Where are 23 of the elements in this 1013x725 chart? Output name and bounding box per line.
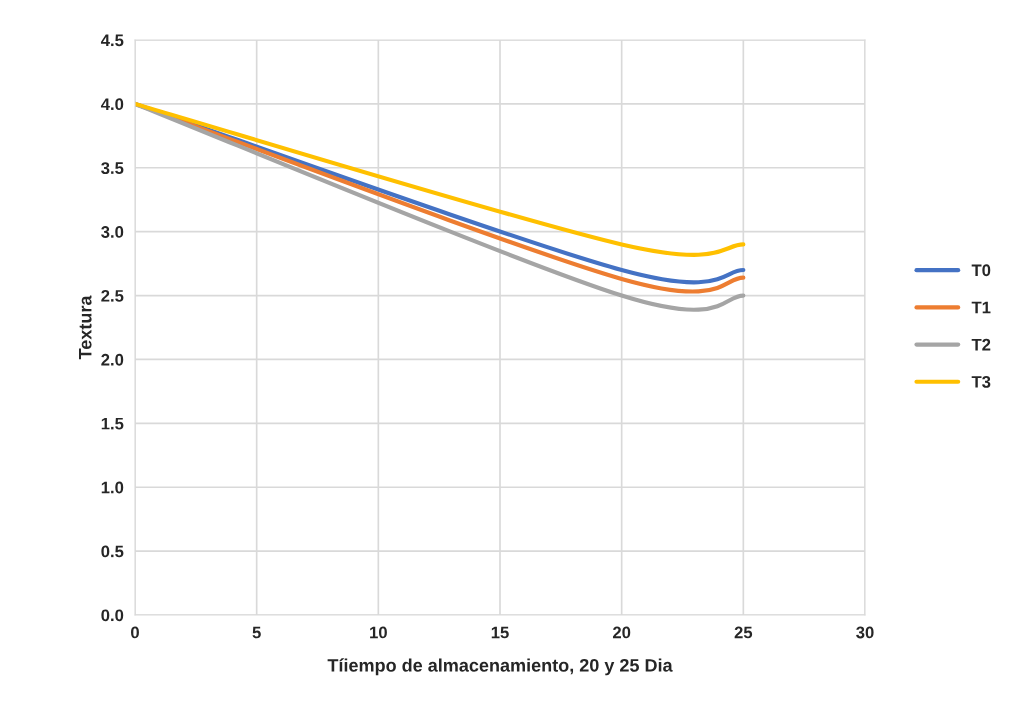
x-tick-label: 15 <box>491 626 509 639</box>
x-tick-label: 20 <box>612 626 631 639</box>
y-tick-label: 0.0 <box>101 609 124 622</box>
legend-label: T1 <box>971 301 991 314</box>
legend-label: T2 <box>971 338 991 351</box>
y-tick-label: 3.5 <box>101 162 124 174</box>
legend-label: T0 <box>971 264 991 277</box>
x-tick-label: 5 <box>252 626 261 639</box>
x-axis-title: Tíiempo de almacenamiento, 20 y 25 Dia <box>327 658 673 676</box>
y-tick-label: 1.0 <box>101 481 124 494</box>
y-tick-label: 4.0 <box>100 98 124 111</box>
y-tick-label: 4.5 <box>100 34 124 47</box>
legend-label: T3 <box>971 375 991 388</box>
y-tick-label: 1.5 <box>101 417 124 430</box>
x-tick-label: 0 <box>131 626 139 639</box>
y-tick-label: 2.5 <box>101 289 124 302</box>
y-tick-label: 3.0 <box>101 226 124 238</box>
y-tick-label: 0.5 <box>101 545 124 558</box>
x-tick-label: 10 <box>370 626 387 639</box>
x-tick-label: 30 <box>856 626 874 639</box>
y-tick-label: 2.0 <box>101 353 124 366</box>
x-tick-label: 25 <box>734 626 753 639</box>
y-axis-title: Textura <box>79 295 92 360</box>
